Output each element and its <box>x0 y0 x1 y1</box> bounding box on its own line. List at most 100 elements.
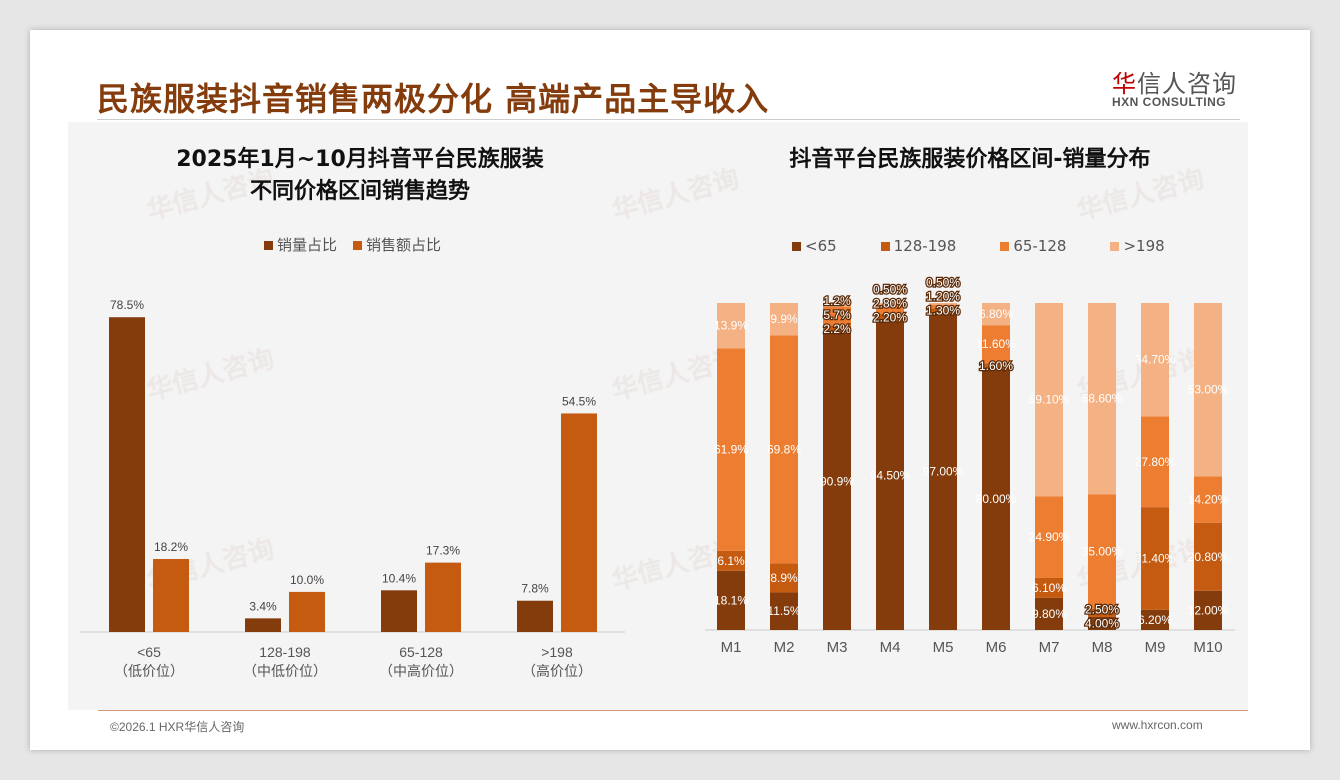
stack-segment <box>876 304 904 314</box>
stack-segment <box>823 303 851 307</box>
bar-sales <box>425 562 461 632</box>
x-tick-label: M6 <box>986 639 1007 656</box>
left-chart-title-line1: 2025年1月~10月抖音平台民族服装 <box>176 147 544 172</box>
legend-swatch <box>1000 242 1010 251</box>
stack-segment <box>1141 609 1169 630</box>
stack-segment <box>982 368 1010 630</box>
stack-segment <box>823 332 851 630</box>
data-label: 94.50% <box>870 468 911 482</box>
x-tick-label: M7 <box>1039 639 1060 656</box>
stack-segment <box>929 312 957 630</box>
bar-sales <box>561 413 597 632</box>
data-label: 20.80% <box>1188 550 1229 564</box>
legend-item: <65 <box>792 237 837 255</box>
data-label: 17.3% <box>426 544 460 558</box>
right-chart-title: 抖音平台民族服装价格区间-销量分布 <box>789 147 1151 172</box>
stack-segment <box>1141 416 1169 508</box>
logo-mark: 华 <box>1112 70 1137 98</box>
x-tick-label: <65 <box>137 644 161 660</box>
data-label: 31.40% <box>1135 551 1176 565</box>
left-chart-title-line2: 不同价格区间销售趋势 <box>249 179 470 204</box>
legend-item-volume: 销量占比 <box>264 234 337 255</box>
x-tick-sublabel: （中低价位） <box>243 663 327 679</box>
stack-segment <box>876 303 904 305</box>
legend-item: 128-198 <box>880 237 956 255</box>
stack-segment <box>1141 303 1169 417</box>
stack-segment <box>1035 597 1063 630</box>
data-label: 1.60% <box>979 359 1013 373</box>
stack-segment <box>823 306 851 326</box>
stack-segment <box>929 304 957 309</box>
x-tick-sublabel: （低价位） <box>114 663 184 679</box>
data-label: 14.20% <box>1188 493 1229 507</box>
data-label: 6.80% <box>979 307 1013 321</box>
x-tick-label: M4 <box>880 639 901 656</box>
stack-segment <box>1194 590 1222 630</box>
stack-segment <box>770 563 798 593</box>
data-label: 8.9% <box>770 571 798 585</box>
data-label: 1.30% <box>926 304 960 318</box>
stack-segment <box>876 320 904 630</box>
data-label: 2.20% <box>873 310 907 324</box>
data-label: 12.00% <box>1188 603 1229 617</box>
legend-item-sales: 销售额占比 <box>353 234 441 255</box>
x-tick-sublabel: （高价位） <box>522 663 592 679</box>
data-label: 6.20% <box>1138 613 1172 627</box>
data-label: 2.80% <box>873 296 907 310</box>
stack-segment <box>1035 303 1063 497</box>
data-label: 7.8% <box>521 582 549 596</box>
data-label: 1.2% <box>823 294 851 308</box>
data-label: 27.80% <box>1135 455 1176 469</box>
data-label: 9.80% <box>1032 607 1066 621</box>
data-label: 13.9% <box>714 319 748 333</box>
data-label: 78.5% <box>110 298 144 312</box>
data-label: 5.7% <box>823 308 851 322</box>
legend-label: <65 <box>805 237 837 255</box>
x-tick-label: 65-128 <box>399 644 443 660</box>
stack-segment <box>770 335 798 564</box>
data-label: 54.5% <box>562 394 596 408</box>
data-label: 0.50% <box>926 276 960 290</box>
right-legend: <65 128-198 65-128 >198 <box>792 237 1165 255</box>
data-label: 0.50% <box>873 282 907 296</box>
stack-segment <box>1088 494 1116 609</box>
footer-divider <box>98 710 1248 711</box>
x-tick-label: M9 <box>1145 639 1166 656</box>
stack-segment <box>1088 608 1116 617</box>
data-label: 4.00% <box>1085 616 1119 630</box>
data-label: 3.4% <box>249 599 277 613</box>
left-legend: 销量占比 销售额占比 <box>264 234 441 255</box>
stack-segment <box>929 303 957 305</box>
x-tick-label: M3 <box>827 639 848 656</box>
data-label: 53.00% <box>1188 383 1229 397</box>
stack-segment <box>1194 476 1222 523</box>
x-tick-label: M1 <box>721 639 742 656</box>
stack-segment <box>1088 303 1116 495</box>
logo-subtitle: HXN CONSULTING <box>1112 95 1227 109</box>
bar-volume <box>381 590 417 632</box>
data-label: 9.9% <box>770 312 798 326</box>
title-divider <box>97 119 1240 120</box>
data-label: 2.50% <box>1085 602 1119 616</box>
x-tick-label: M5 <box>933 639 954 656</box>
stack-segment <box>770 303 798 336</box>
bar-volume <box>109 317 145 632</box>
stack-segment <box>1035 496 1063 578</box>
data-label: 58.60% <box>1082 392 1123 406</box>
legend-label: >198 <box>1123 237 1165 255</box>
bar-sales <box>153 559 189 632</box>
data-label: 10.4% <box>382 571 416 585</box>
stack-segment <box>982 303 1010 326</box>
data-label: 24.90% <box>1029 530 1070 544</box>
stack-segment <box>876 313 904 321</box>
data-label: 18.2% <box>154 540 188 554</box>
left-chart-title: 2025年1月~10月抖音平台民族服装 不同价格区间销售趋势 <box>80 144 640 208</box>
stack-segment <box>717 303 745 349</box>
x-tick-label: M10 <box>1193 639 1222 656</box>
stack-segment <box>823 325 851 333</box>
copyright: ©2026.1 HXR华信人咨询 <box>110 720 245 734</box>
legend-item: >198 <box>1110 237 1165 255</box>
logo-text: 信人咨询 <box>1137 70 1237 98</box>
x-tick-label: M2 <box>774 639 795 656</box>
x-tick-label: >198 <box>541 644 573 660</box>
